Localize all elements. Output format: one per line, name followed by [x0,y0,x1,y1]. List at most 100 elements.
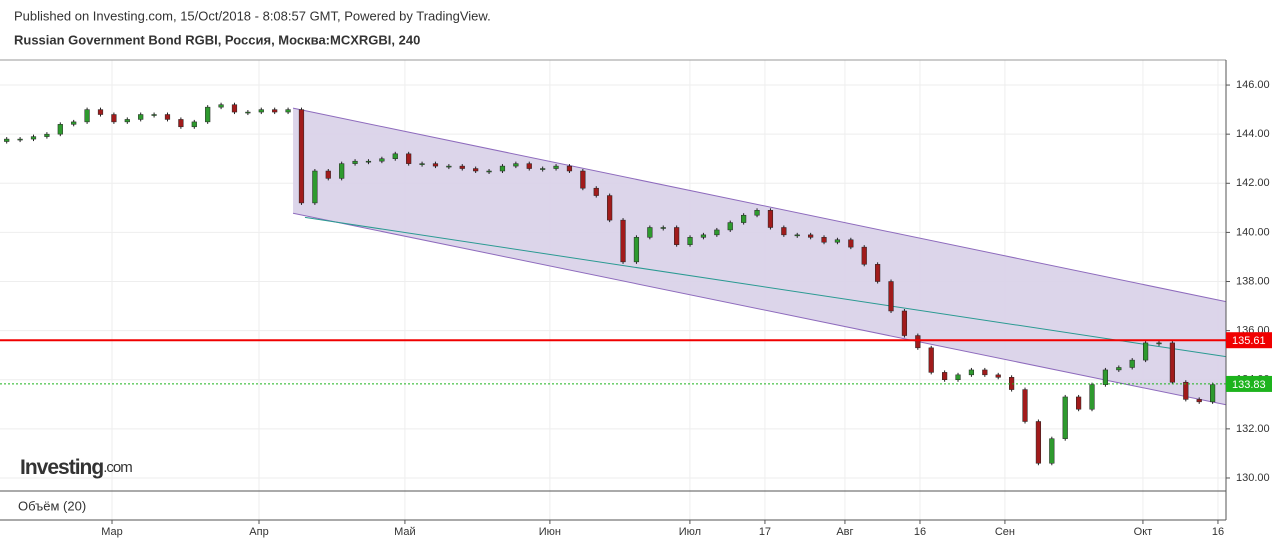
candle-body [633,237,640,263]
channel-edge [292,107,1227,303]
candle-body [741,214,747,223]
candle-body [915,335,921,349]
candle-body [700,234,707,238]
candle-body [84,109,90,123]
candle-body [231,104,238,113]
candle-body [1049,438,1055,464]
candle-body [593,187,599,196]
candle-body [419,163,425,165]
candle-body [1129,359,1135,368]
candle-body [1169,342,1175,383]
candle-body [1143,342,1149,361]
candle-body [1089,384,1095,410]
level-label: 133.83 [1232,379,1266,391]
logo: Investing.com [20,456,132,479]
candle-body [1076,396,1082,410]
x-tick-label: Июн [539,526,561,538]
candle-body [97,109,104,115]
candle-body [928,347,934,373]
candle-body [727,222,733,231]
candle-body [111,114,117,123]
candle-body [513,163,519,167]
candle-body [446,165,452,168]
candle-body [767,210,774,228]
candle-body [647,227,653,238]
candle-body [138,114,144,120]
candle-body [1116,367,1122,371]
x-tick-label: Мар [101,526,123,538]
candle-body [164,114,171,120]
candle-body [57,124,63,135]
candle-body [553,165,559,169]
y-tick-label: 132.00 [1236,423,1270,435]
candle-body [848,239,854,248]
candle-body [151,114,157,116]
candle-body [901,310,908,336]
candle-body [861,246,867,265]
y-tick-label: 130.00 [1236,472,1270,484]
candle-body [808,234,814,238]
candle-body [44,133,50,137]
candle-body [1183,381,1189,400]
candle-body [312,170,318,204]
y-tick-label: 144.00 [1236,128,1270,140]
candle-body [258,109,264,113]
candle-body [124,119,130,123]
x-tick-label: Май [394,526,416,538]
candle-body [4,138,10,142]
candle-body [794,234,800,237]
volume-label: Объём (20) [18,498,86,513]
candle-body [352,160,358,164]
candle-body [942,372,948,381]
candle-body [674,227,680,245]
candle-body [526,163,532,169]
channel-edge [292,212,1227,406]
candle-body [298,109,305,204]
candle-body [1062,396,1068,439]
published: Published on Investing.com, 15/Oct/2018 … [14,8,491,23]
candle-body [982,369,988,376]
candle-body [607,195,613,221]
candle-body [205,106,211,123]
candle-body [955,374,961,381]
candle-body [30,136,37,140]
candle-body [754,210,760,216]
x-tick-label: Авг [836,526,853,538]
level-label: 135.61 [1232,335,1266,347]
level-badge [1226,375,1272,392]
y-tick-label: 146.00 [1236,79,1270,91]
x-tick-label: Окт [1134,526,1153,538]
candle-body [1022,389,1028,422]
candle-body [365,160,372,163]
logo-brand: Investing [20,456,103,479]
y-tick-label: 142.00 [1236,177,1270,189]
x-tick-label: 16 [1212,526,1224,538]
candle-body [272,109,278,113]
candle-body [968,369,975,376]
x-tick-label: Сен [995,526,1015,538]
level-badge [1226,332,1272,349]
candle-body [687,237,693,245]
candle-body [339,163,345,179]
channel [293,108,1227,405]
candle-body [392,153,398,159]
candle-body [875,264,881,282]
candle-body [285,109,291,113]
x-tick-label: 16 [914,526,926,538]
candle-body [191,121,197,128]
candle-body [486,170,492,173]
candle-body [406,153,412,164]
candle-body [660,227,666,229]
candle-body [432,163,439,167]
midline [304,216,1227,358]
candle-body [218,104,224,108]
candle-body [379,158,385,162]
candle-body [459,165,465,169]
logo-suffix: .com [103,459,132,476]
candle-body [620,219,626,263]
candle-body [566,165,573,172]
candle-body [995,374,1001,378]
symbol: Russian Government Bond RGBI, Россия, Мо… [14,32,420,47]
candle-body [821,237,827,243]
